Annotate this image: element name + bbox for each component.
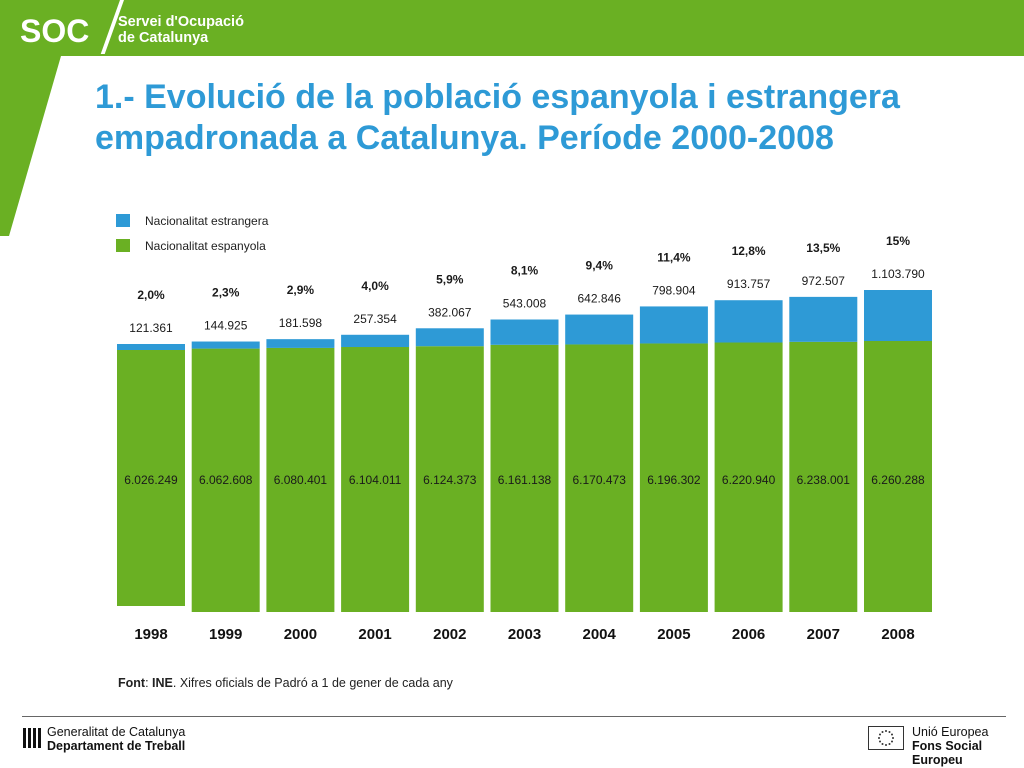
generalitat-name: Generalitat de Catalunya [47, 725, 186, 739]
label-percent: 9,4% [586, 259, 614, 273]
org-name-line2: de Catalunya [118, 30, 209, 46]
label-espanyola: 6.026.249 [124, 473, 178, 487]
legend-swatch [116, 214, 130, 227]
bar-espanyola [864, 341, 932, 612]
eu-fund-name: Fons Social Europeu [912, 739, 983, 767]
category-label: 2004 [583, 626, 617, 643]
label-espanyola: 6.260.288 [871, 473, 925, 487]
legend-label: Nacionalitat estrangera [145, 214, 269, 228]
label-percent: 15% [886, 234, 910, 248]
bar-estrangera [117, 344, 185, 350]
bar-espanyola [789, 341, 858, 612]
legend-swatch [116, 239, 130, 252]
label-percent: 2,9% [287, 283, 315, 297]
label-espanyola: 6.124.373 [423, 473, 477, 487]
category-label: 2005 [657, 626, 690, 643]
label-estrangera: 181.598 [279, 316, 323, 330]
label-estrangera: 382.067 [428, 305, 472, 319]
category-label: 2001 [358, 626, 391, 643]
bar-estrangera [639, 306, 708, 344]
label-espanyola: 6.104.011 [349, 473, 402, 487]
soc-logo: SOC [20, 13, 90, 49]
label-estrangera: 257.354 [353, 312, 397, 326]
page-title-line1: 1.- Evolució de la població espanyola i … [95, 78, 900, 116]
bar-espanyola [266, 347, 335, 612]
footer-divider [22, 716, 1006, 717]
bar-espanyola [415, 346, 484, 612]
label-espanyola: 6.196.302 [647, 473, 701, 487]
label-espanyola: 6.062.608 [199, 473, 253, 487]
label-estrangera: 1.103.790 [871, 267, 925, 281]
eu-flag-icon [868, 726, 904, 750]
category-label: 2000 [284, 626, 317, 643]
label-percent: 8,1% [511, 263, 539, 277]
bar-espanyola [117, 350, 185, 606]
bar-estrangera [415, 328, 484, 347]
label-estrangera: 121.361 [129, 321, 173, 335]
label-percent: 11,4% [657, 250, 691, 264]
category-label: 1999 [209, 626, 242, 643]
label-estrangera: 543.008 [503, 296, 547, 310]
bar-espanyola [565, 344, 634, 612]
org-name: Servei d'Ocupació de Catalunya [118, 14, 244, 46]
category-label: 2003 [508, 626, 541, 643]
category-label: 2007 [807, 626, 840, 643]
category-label: 2008 [881, 626, 914, 643]
label-percent: 2,0% [137, 288, 165, 302]
eu-name: Unió Europea [912, 725, 989, 739]
label-percent: 4,0% [361, 279, 389, 293]
legend-label: Nacionalitat espanyola [145, 239, 266, 253]
label-estrangera: 972.507 [802, 274, 846, 288]
stacked-bar-chart: Nacionalitat estrangera Nacionalitat espa… [116, 214, 932, 643]
page-title: 1.- Evolució de la població espanyola i … [95, 77, 995, 159]
label-percent: 2,3% [212, 286, 240, 300]
page-title-line2: empadronada a Catalunya. Període 2000-20… [95, 119, 834, 157]
source-note: Font: INE. Xifres oficials de Padró a 1 … [118, 676, 453, 690]
generalitat-logo [22, 727, 42, 749]
label-espanyola: 6.080.401 [274, 473, 328, 487]
bar-estrangera [565, 314, 634, 345]
bar-espanyola [639, 343, 708, 612]
label-espanyola: 6.170.473 [573, 473, 627, 487]
bar-estrangera [490, 319, 559, 345]
label-espanyola: 6.220.940 [722, 473, 776, 487]
source-org: INE [152, 676, 173, 690]
org-name-line1: Servei d'Ocupació [118, 14, 244, 30]
label-percent: 12,8% [732, 244, 766, 258]
label-espanyola: 6.161.138 [498, 473, 552, 487]
bar-estrangera [864, 290, 932, 341]
bar-espanyola [714, 342, 783, 612]
bar-estrangera [341, 334, 410, 348]
label-percent: 13,5% [806, 241, 840, 255]
label-estrangera: 144.925 [204, 319, 248, 333]
bar-estrangera [266, 339, 335, 348]
label-estrangera: 798.904 [652, 283, 696, 297]
header-bar [0, 0, 1024, 56]
side-wedge [0, 56, 61, 236]
label-percent: 5,9% [436, 272, 464, 286]
label-espanyola: 6.238.001 [797, 473, 851, 487]
eu-text: Unió Europea Fons Social Europeu [912, 725, 1024, 767]
department-name: Departament de Treball [47, 739, 186, 753]
bar-espanyola [191, 348, 260, 612]
bar-estrangera [789, 296, 858, 342]
category-label: 2006 [732, 626, 765, 643]
label-estrangera: 642.846 [578, 292, 622, 306]
source-prefix: Font [118, 676, 146, 690]
bar-espanyola [341, 347, 410, 612]
bar-espanyola [490, 344, 559, 612]
generalitat-text: Generalitat de Catalunya Departament de … [47, 725, 185, 753]
category-label: 1998 [134, 626, 167, 643]
label-estrangera: 913.757 [727, 277, 771, 291]
category-label: 2002 [433, 626, 466, 643]
bar-estrangera [191, 341, 260, 349]
source-text: . Xifres oficials de Padró a 1 de gener … [172, 676, 453, 690]
bar-estrangera [714, 300, 783, 343]
